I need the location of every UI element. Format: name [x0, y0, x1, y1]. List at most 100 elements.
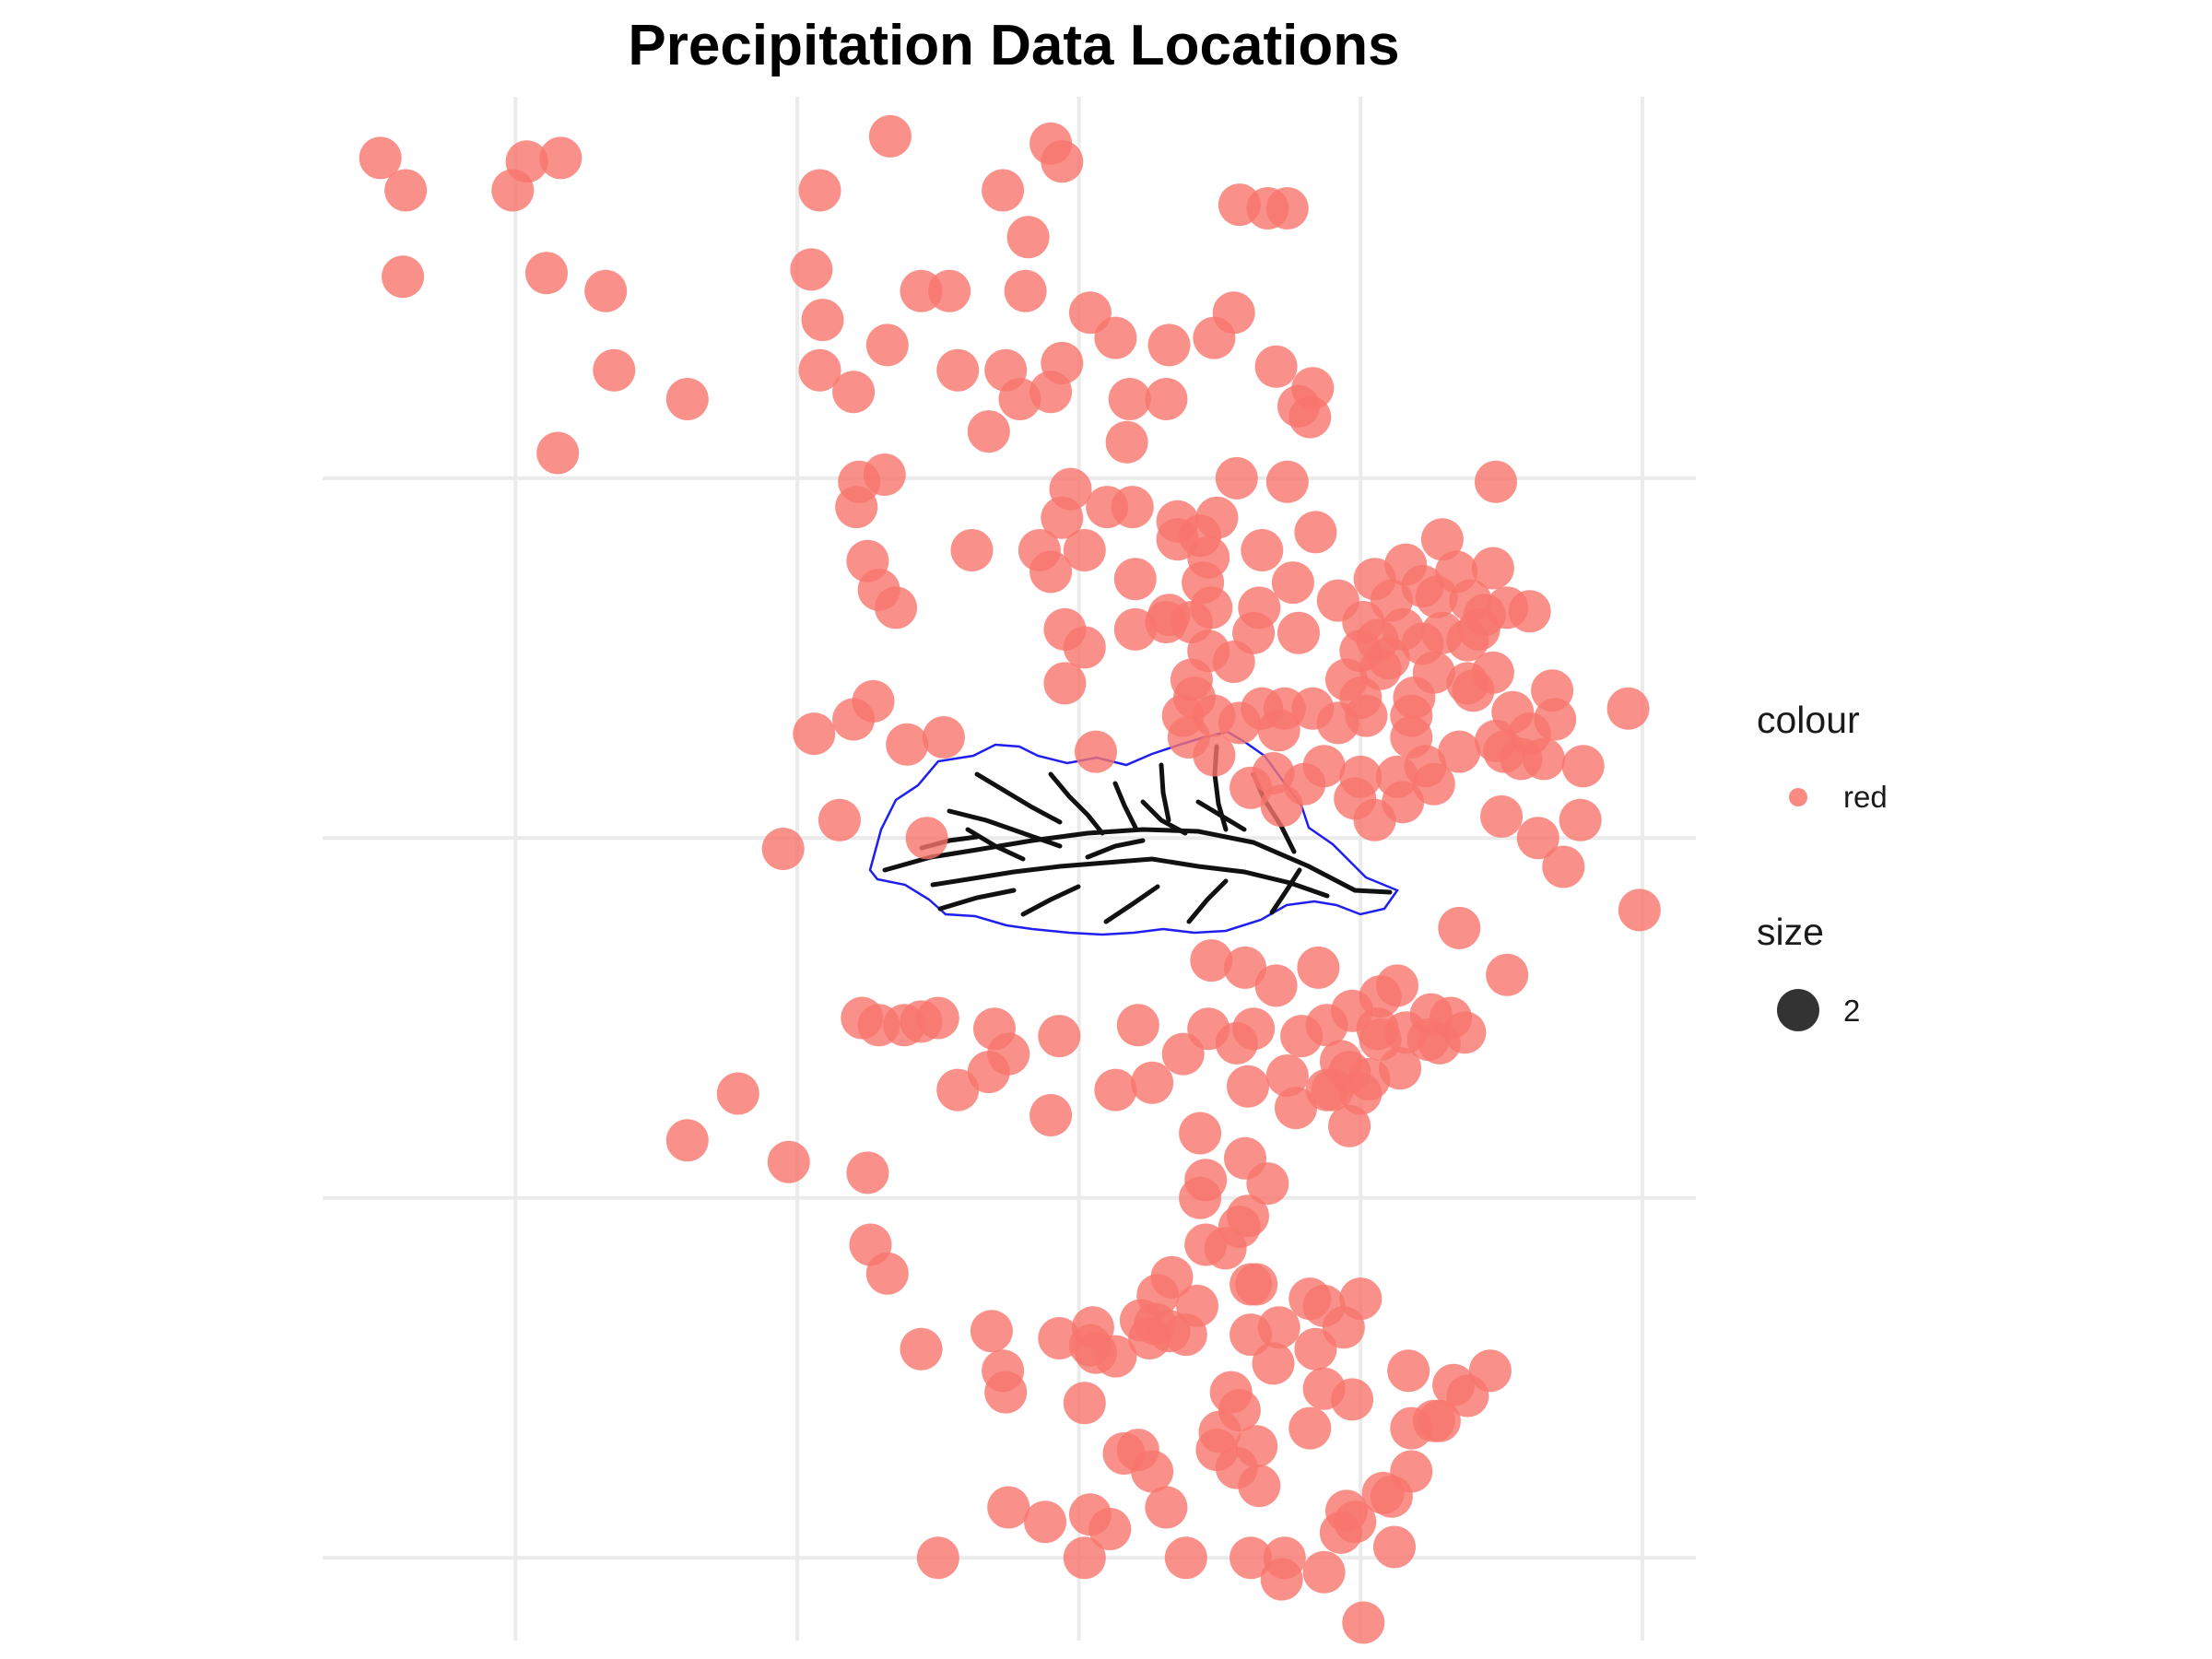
data-point-19 — [1006, 216, 1050, 259]
data-point-232 — [1204, 1227, 1247, 1270]
data-point-8 — [593, 348, 636, 392]
data-point-218 — [1179, 1176, 1222, 1219]
data-point-173 — [916, 996, 959, 1040]
data-point-285 — [1238, 1465, 1281, 1508]
data-point-174 — [1190, 939, 1233, 982]
data-point-241 — [1230, 1263, 1273, 1306]
data-point-23 — [1004, 269, 1047, 312]
data-point-186 — [1116, 1004, 1159, 1047]
data-point-206 — [1359, 1018, 1402, 1061]
data-point-198 — [1094, 1068, 1137, 1112]
data-point-73 — [1471, 547, 1514, 590]
data-point-5 — [382, 255, 425, 299]
data-point-168 — [1438, 906, 1481, 949]
data-point-39 — [1030, 371, 1073, 414]
data-point-99 — [1063, 626, 1106, 669]
data-point-107 — [1043, 662, 1087, 705]
data-point-272 — [1230, 1536, 1273, 1580]
legend-colour-title: colour — [1757, 699, 1860, 741]
data-point-195 — [967, 1051, 1010, 1094]
data-point-140 — [886, 723, 929, 766]
data-point-118 — [1452, 669, 1495, 712]
data-point-146 — [1523, 737, 1565, 781]
data-point-4 — [491, 169, 535, 212]
data-point-37 — [832, 371, 876, 414]
legend-colour-key — [1789, 788, 1807, 806]
data-point-43 — [1288, 395, 1332, 439]
data-point-136 — [1316, 701, 1359, 745]
data-point-29 — [1147, 324, 1191, 367]
data-point-124 — [1218, 701, 1261, 745]
data-point-133 — [922, 716, 965, 759]
data-point-120 — [1606, 687, 1650, 730]
legend-size-label: 2 — [1843, 994, 1861, 1028]
data-point-35 — [1254, 345, 1298, 388]
data-point-10 — [536, 431, 580, 475]
data-point-52 — [835, 486, 878, 529]
data-point-24 — [801, 299, 844, 342]
data-point-177 — [1254, 964, 1298, 1007]
river-network — [882, 744, 1393, 924]
data-point-163 — [761, 828, 805, 870]
data-point-87 — [1508, 590, 1551, 633]
data-point-258 — [1302, 1367, 1346, 1410]
data-point-31 — [798, 348, 841, 392]
data-point-282 — [1390, 1450, 1433, 1493]
data-point-271 — [1164, 1536, 1207, 1580]
data-point-261 — [1131, 1450, 1174, 1493]
data-point-213 — [716, 1072, 759, 1115]
data-point-131 — [832, 698, 876, 741]
data-point-142 — [1193, 734, 1236, 777]
data-point-292 — [1339, 1277, 1382, 1321]
data-point-277 — [1342, 1601, 1385, 1644]
data-point-221 — [1275, 1087, 1317, 1130]
data-point-209 — [767, 1140, 810, 1183]
data-point-165 — [905, 817, 948, 860]
data-point-141 — [1075, 730, 1117, 773]
data-point-226 — [1328, 1104, 1371, 1147]
data-point-293 — [1387, 1349, 1430, 1393]
data-point-264 — [1145, 1486, 1188, 1529]
legend-colour-label: red — [1843, 780, 1888, 814]
data-point-132 — [793, 712, 836, 756]
data-point-160 — [1260, 784, 1303, 828]
data-point-290 — [1257, 1306, 1300, 1349]
data-point-197 — [936, 1068, 980, 1112]
data-point-252 — [984, 1371, 1028, 1414]
data-point-49 — [1215, 456, 1258, 500]
data-point-212 — [865, 1252, 909, 1295]
data-point-30 — [1193, 316, 1236, 359]
data-point-67 — [1241, 529, 1284, 571]
data-point-159 — [1559, 798, 1602, 841]
data-point-162 — [1516, 817, 1559, 860]
data-point-15 — [982, 169, 1025, 212]
data-point-190 — [1232, 1007, 1276, 1051]
watershed-overlay — [868, 730, 1399, 936]
data-point-167 — [1618, 888, 1661, 932]
data-point-78 — [875, 586, 917, 629]
data-point-286 — [1198, 1410, 1241, 1453]
data-point-250 — [900, 1327, 943, 1371]
data-point-176 — [1297, 946, 1340, 989]
data-point-284 — [1325, 1489, 1368, 1533]
data-point-157 — [1412, 762, 1455, 806]
data-point-3 — [539, 136, 582, 180]
data-point-207 — [1280, 1015, 1324, 1058]
data-point-266 — [1088, 1508, 1132, 1550]
data-point-210 — [846, 1151, 889, 1194]
data-point-214 — [665, 1119, 709, 1162]
data-point-158 — [1480, 794, 1524, 838]
chart-title: Precipitation Data Locations — [628, 14, 1400, 77]
data-point-51 — [1475, 460, 1517, 503]
data-point-9 — [665, 378, 709, 420]
data-point-7 — [584, 269, 628, 312]
data-point-215 — [1030, 1094, 1073, 1136]
data-point-185 — [1038, 1015, 1081, 1058]
data-point-161 — [1353, 798, 1396, 841]
data-point-276 — [1373, 1525, 1416, 1569]
data-point-1 — [384, 169, 428, 212]
data-point-249 — [1128, 1317, 1171, 1359]
data-point-20 — [790, 248, 833, 291]
data-point-288 — [1252, 1342, 1295, 1385]
data-point-22 — [928, 269, 971, 312]
